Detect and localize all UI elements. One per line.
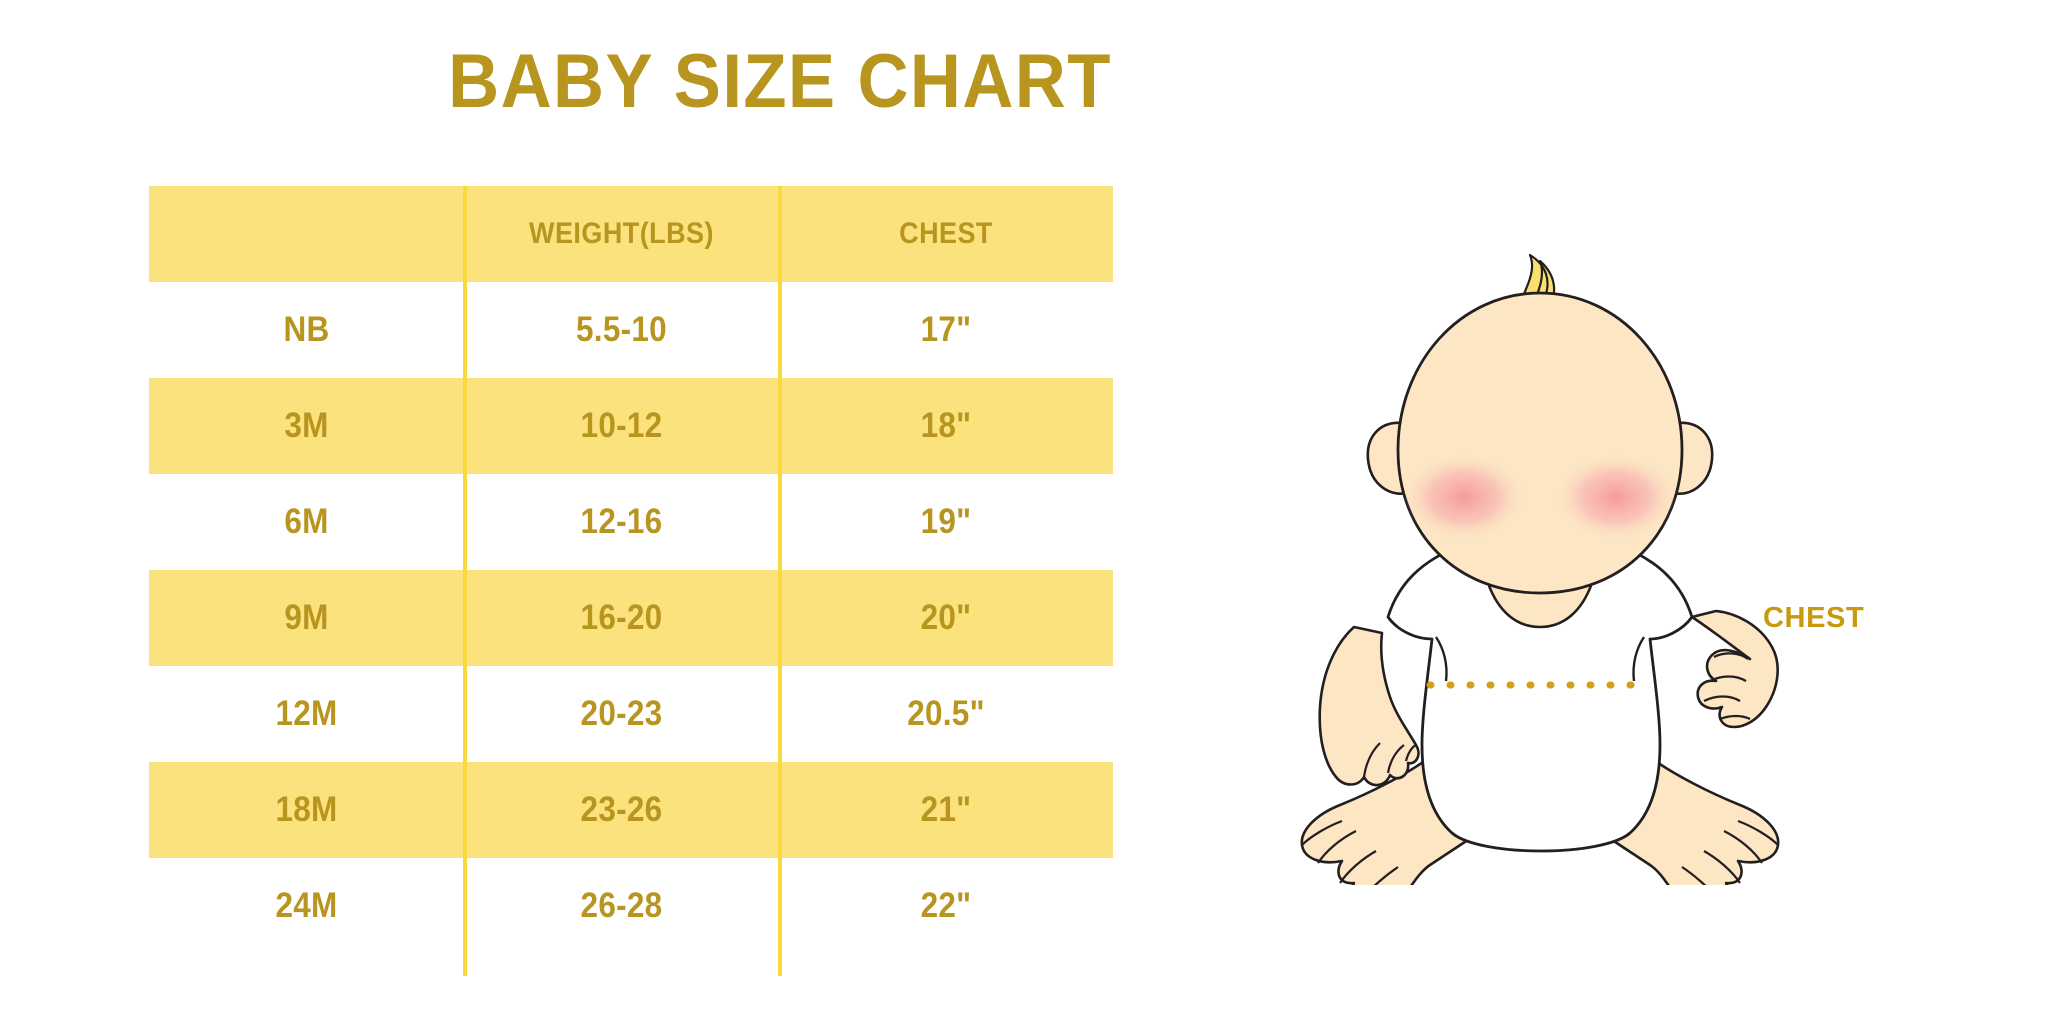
cell-chest: 22" bbox=[920, 886, 972, 925]
cell-chest: 17" bbox=[920, 310, 972, 349]
header-weight: WEIGHT(LBS) bbox=[529, 217, 714, 250]
cell-size: 12M bbox=[275, 694, 338, 733]
page-title: BABY SIZE CHART bbox=[448, 39, 1112, 124]
cell-chest: 20.5" bbox=[907, 694, 985, 733]
cell-size: 24M bbox=[275, 886, 338, 925]
cell-chest: 18" bbox=[920, 406, 972, 445]
cell-weight: 5.5-10 bbox=[576, 310, 667, 349]
cell-chest: 20" bbox=[920, 598, 972, 637]
cell-size: 18M bbox=[275, 790, 338, 829]
cell-weight: 26-28 bbox=[580, 886, 663, 925]
column-divider-2 bbox=[778, 186, 782, 976]
baby-cheek-left bbox=[1402, 453, 1526, 541]
column-divider-1 bbox=[463, 186, 467, 976]
table-row: 18M 23-26 21" bbox=[149, 762, 1113, 858]
size-table: WEIGHT(LBS) CHEST NB 5.5-10 17" 3M 10-12… bbox=[149, 186, 1113, 976]
baby-arms bbox=[1318, 609, 1779, 787]
cell-size: NB bbox=[283, 310, 330, 349]
table-header-row: WEIGHT(LBS) CHEST bbox=[149, 186, 1113, 282]
table-row: 6M 12-16 19" bbox=[149, 474, 1113, 570]
table-row: 9M 16-20 20" bbox=[149, 570, 1113, 666]
table-row: NB 5.5-10 17" bbox=[149, 282, 1113, 378]
cell-chest: 21" bbox=[920, 790, 972, 829]
cell-weight: 20-23 bbox=[580, 694, 663, 733]
cell-chest: 19" bbox=[920, 502, 972, 541]
table-row: 24M 26-28 22" bbox=[149, 858, 1113, 954]
cell-weight: 10-12 bbox=[580, 406, 663, 445]
baby-cheek-right bbox=[1554, 453, 1678, 541]
chest-label: CHEST bbox=[1763, 602, 1865, 634]
table-row: 3M 10-12 18" bbox=[149, 378, 1113, 474]
header-chest: CHEST bbox=[899, 217, 993, 250]
cell-size: 9M bbox=[284, 598, 329, 637]
baby-head bbox=[1396, 291, 1684, 595]
table-row: 12M 20-23 20.5" bbox=[149, 666, 1113, 762]
baby-illustration bbox=[1300, 253, 1780, 885]
cell-weight: 23-26 bbox=[580, 790, 663, 829]
cell-size: 3M bbox=[284, 406, 329, 445]
cell-weight: 16-20 bbox=[580, 598, 663, 637]
header-size bbox=[165, 186, 449, 282]
cell-size: 6M bbox=[284, 502, 329, 541]
cell-weight: 12-16 bbox=[580, 502, 663, 541]
